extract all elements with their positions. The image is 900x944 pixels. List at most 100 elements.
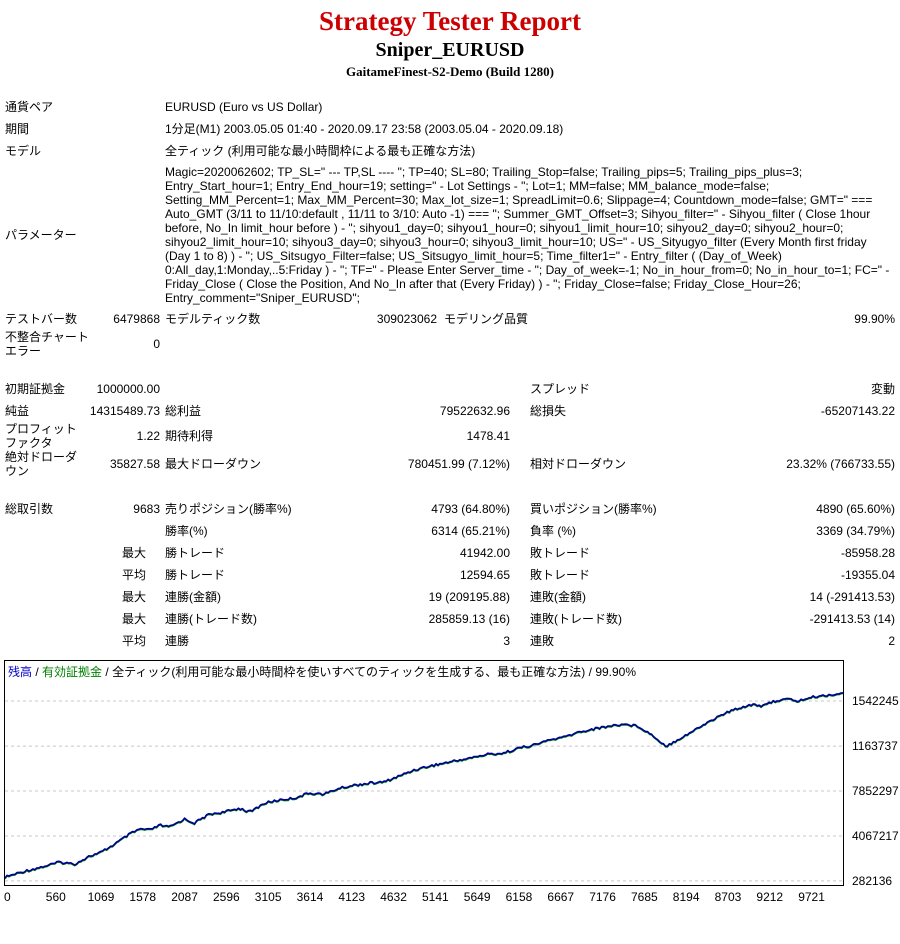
report-title: Strategy Tester Report xyxy=(319,6,581,36)
info-value: 1分足(M1) 2003.05.05 01:40 - 2020.09.17 23… xyxy=(165,122,564,136)
stat-value: 19 (209195.88) xyxy=(428,590,510,604)
stat-label: 敗トレード xyxy=(530,568,591,582)
x-axis-tick-label: 9721 xyxy=(798,890,825,904)
stat-cell-c: 連敗(金額) 14 (-291413.53) xyxy=(530,590,895,604)
stat-cell-b: 連勝(トレード数) 285859.13 (16) xyxy=(165,612,510,626)
stat-value: 6314 (65.21%) xyxy=(431,524,510,538)
stat-cell-c: モデリング品質 99.90% xyxy=(444,312,895,326)
stat-value: 6479868 xyxy=(113,312,160,326)
stat-cell-c: 総損失 -65207143.22 xyxy=(530,404,895,418)
x-axis-tick-label: 1069 xyxy=(87,890,115,904)
stat-value: 309023062 xyxy=(376,312,437,326)
stat-label: 勝率(%) xyxy=(165,524,208,538)
stat-label: スプレッド xyxy=(530,382,591,396)
spacer-row xyxy=(5,358,895,378)
stat-value: 23.32% (766733.55) xyxy=(786,457,895,471)
stat-cell-b: 最大ドローダウン 780451.99 (7.12%) xyxy=(165,457,510,471)
stat-cell-b: 勝トレード 41942.00 xyxy=(165,546,510,560)
stat-value: 1.22 xyxy=(136,429,160,443)
stat-label: 最大 xyxy=(122,546,147,560)
server-build: GaitameFinest-S2-Demo (Build 1280) xyxy=(346,64,554,79)
stat-cell-a: 最大 xyxy=(5,590,160,604)
stat-cell-a: 総取引数 9683 xyxy=(5,502,160,516)
stat-label: 売りポジション(勝率%) xyxy=(165,502,292,516)
info-label: 通貨ペア xyxy=(5,100,54,114)
stat-value: 99.90% xyxy=(854,312,895,326)
stat-label: 純益 xyxy=(5,404,30,418)
y-axis-tick-label: 282136 xyxy=(852,873,893,888)
stat-value: -65207143.22 xyxy=(820,404,895,418)
stats-row: 最大 連勝(トレード数) 285859.13 (16) 連敗(トレード数) -29141… xyxy=(5,608,895,630)
strategy-tester-report: Strategy Tester Report Sniper_EURUSD Gai… xyxy=(0,0,900,906)
x-axis-tick-label: 560 xyxy=(45,890,66,904)
info-row: 通貨ペア EURUSD (Euro vs US Dollar) xyxy=(5,96,895,118)
stat-value: 285859.13 (16) xyxy=(428,612,510,626)
x-axis-tick-label: 3614 xyxy=(296,890,324,904)
info-row: モデル 全ティック (利用可能な最小時間枠による最も正確な方法) xyxy=(5,140,895,162)
stat-label: モデリング品質 xyxy=(444,312,529,326)
y-axis-tick-label: 4067217 xyxy=(852,829,899,844)
balance-chart: 残高 / 有効証拠金 / 全ティック(利用可能な最小時間枠を使いすべてのティック… xyxy=(0,660,900,906)
stat-label: 負率 (%) xyxy=(530,524,576,538)
stat-cell-a: テストバー数 6479868 xyxy=(5,312,160,326)
x-axis-tick-label: 0 xyxy=(4,890,11,904)
stat-label: 最大 xyxy=(122,590,147,604)
stat-label: 連敗 xyxy=(530,634,555,648)
stat-cell-c: 買いポジション(勝率%) 4890 (65.60%) xyxy=(530,502,895,516)
stat-label: 連敗(金額) xyxy=(530,590,586,604)
y-axis-tick-label: 7852297 xyxy=(852,783,899,798)
stat-label: プロフィット ファクタ xyxy=(5,422,77,450)
info-row: 期間 1分足(M1) 2003.05.05 01:40 - 2020.09.17 … xyxy=(5,118,895,140)
stat-cell-b: 連勝(金額) 19 (209195.88) xyxy=(165,590,510,604)
info-label: モデル xyxy=(5,144,42,158)
info-label: パラメーター xyxy=(5,228,77,242)
stat-cell-a: 絶対ドローダ ウン 35827.58 xyxy=(5,450,160,478)
stat-cell-a: 最大 xyxy=(5,612,160,626)
chart-plot-box: 残高 / 有効証拠金 / 全ティック(利用可能な最小時間枠を使いすべてのティック… xyxy=(4,660,844,886)
stat-value: 14315489.73 xyxy=(89,404,160,418)
x-axis-tick-label: 2596 xyxy=(213,890,240,904)
report-header: Strategy Tester Report Sniper_EURUSD Gai… xyxy=(0,0,900,80)
stats-row: テストバー数 6479868 モデルティック数 309023062 モデリング品質 99.… xyxy=(5,308,895,330)
stat-cell-a: 初期証拠金 1000000.00 xyxy=(5,382,160,396)
equity-line xyxy=(5,693,843,880)
x-axis-tick-label: 3105 xyxy=(254,890,282,904)
stat-label: 初期証拠金 xyxy=(5,382,66,396)
x-axis-tick-label: 6158 xyxy=(505,890,533,904)
stat-label: 敗トレード xyxy=(530,546,591,560)
stat-cell-c: 連敗(トレード数) -291413.53 (14) xyxy=(530,612,895,626)
y-axis-tick-label: 1542245 xyxy=(852,693,899,708)
info-value: Magic=2020062602; TP_SL=" --- TP,SL ----… xyxy=(165,165,890,305)
info-table: 通貨ペア EURUSD (Euro vs US Dollar) 期間 1分足(M1) … xyxy=(0,96,900,308)
model-description: 全ティック(利用可能な最小時間枠を使いすべてのティックを生成する、最も正確な方法… xyxy=(112,665,586,679)
legend-separator: / xyxy=(102,665,113,679)
stat-label: 勝トレード xyxy=(165,568,226,582)
x-axis-tick-label: 7176 xyxy=(589,890,616,904)
stats-row: 初期証拠金 1000000.00 スプレッド 変動 xyxy=(5,378,895,400)
stat-label: 総利益 xyxy=(165,404,202,418)
stats-row: 総取引数 9683 売りポジション(勝率%) 4793 (64.80%) 買いポジション… xyxy=(5,498,895,520)
stats-row: 勝率(%) 6314 (65.21%) 負率 (%) 3369 (34.79%) xyxy=(5,520,895,542)
x-axis-tick-label: 5649 xyxy=(463,890,491,904)
info-value: 全ティック (利用可能な最小時間枠による最も正確な方法) xyxy=(165,144,476,158)
x-axis-tick-label: 8194 xyxy=(672,890,700,904)
stat-label: 期待利得 xyxy=(165,429,214,443)
stat-label: 総取引数 xyxy=(5,502,54,516)
stats-row: 最大 勝トレード 41942.00 敗トレード -85958.28 xyxy=(5,542,895,564)
stat-value: 3 xyxy=(503,634,510,648)
stat-cell-b: モデルティック数 309023062 xyxy=(165,312,437,326)
stat-cell-c: 連敗 2 xyxy=(530,634,895,648)
stats-table: テストバー数 6479868 モデルティック数 309023062 モデリング品質 99.… xyxy=(0,308,900,652)
stat-value: -19355.04 xyxy=(840,568,895,582)
y-axis-tick-label: 1163737 xyxy=(852,739,898,754)
stats-row: 絶対ドローダ ウン 35827.58 最大ドローダウン 780451.99 (7.12… xyxy=(5,450,895,478)
stat-label: モデルティック数 xyxy=(165,312,261,326)
stat-cell-c: 相対ドローダウン 23.32% (766733.55) xyxy=(530,457,895,471)
stats-row: 平均 勝トレード 12594.65 敗トレード -19355.04 xyxy=(5,564,895,586)
stat-label: 連敗(トレード数) xyxy=(530,612,622,626)
x-axis-tick-label: 4123 xyxy=(338,890,366,904)
stat-value: 12594.65 xyxy=(459,568,510,582)
stat-value: -85958.28 xyxy=(840,546,895,560)
stat-value: -291413.53 (14) xyxy=(809,612,895,626)
stat-cell-c: 敗トレード -85958.28 xyxy=(530,546,895,560)
